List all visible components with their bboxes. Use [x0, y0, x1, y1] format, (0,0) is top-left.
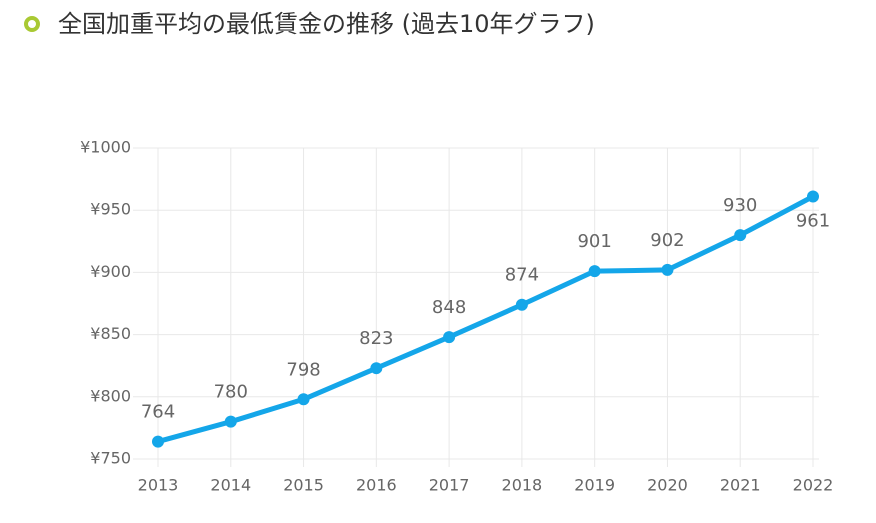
title-bullet — [24, 16, 40, 32]
value-label: 901 — [577, 231, 611, 252]
value-label: 823 — [359, 328, 393, 349]
x-tick-label: 2015 — [283, 476, 324, 495]
x-tick-label: 2016 — [356, 476, 397, 495]
y-tick-label: ¥1000 — [80, 138, 131, 157]
point — [588, 265, 601, 278]
value-label: 961 — [796, 211, 830, 232]
point — [515, 298, 528, 311]
x-tick-label: 2017 — [429, 476, 470, 495]
point — [370, 362, 383, 375]
value-label: 874 — [505, 265, 539, 286]
point — [734, 229, 747, 242]
y-tick-label: ¥950 — [90, 200, 131, 219]
value-label: 780 — [214, 382, 248, 403]
x-tick-label: 2022 — [793, 476, 834, 495]
line — [157, 194, 815, 444]
point — [297, 393, 310, 406]
point — [807, 190, 819, 203]
x-tick-label: 2013 — [138, 476, 179, 495]
y-tick-label: ¥750 — [90, 449, 131, 468]
y-tick-label: ¥850 — [90, 324, 131, 343]
point — [661, 263, 674, 276]
point — [443, 331, 456, 344]
value-label: 798 — [286, 359, 320, 380]
point — [152, 435, 164, 448]
value-label: 930 — [723, 195, 757, 216]
value-label: 848 — [432, 297, 466, 318]
value-label: 902 — [650, 230, 684, 251]
x-tick-label: 2018 — [502, 476, 543, 495]
x-tick-label: 2021 — [720, 476, 761, 495]
point — [224, 415, 237, 428]
x-tick-label: 2014 — [210, 476, 251, 495]
y-tick-label: ¥900 — [90, 262, 131, 281]
value-label: 764 — [141, 402, 175, 423]
y-tick-label: ¥800 — [90, 386, 131, 405]
x-tick-label: 2019 — [574, 476, 615, 495]
x-tick-label: 2020 — [647, 476, 688, 495]
chart-title: 全国加重平均の最低賃金の推移 (過去10年グラフ) — [58, 10, 595, 38]
